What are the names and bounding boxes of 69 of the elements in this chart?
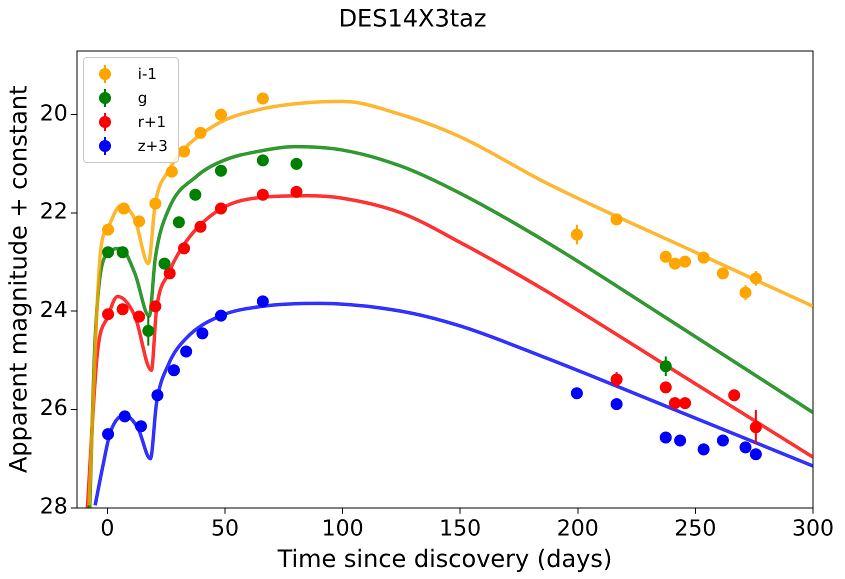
- point: [290, 158, 302, 170]
- point: [102, 246, 114, 258]
- point: [102, 224, 114, 236]
- point: [668, 258, 681, 270]
- point: [739, 441, 752, 454]
- x-tick-label: 300: [792, 516, 834, 542]
- point: [135, 420, 148, 432]
- point: [570, 387, 583, 400]
- point: [214, 108, 227, 121]
- point: [660, 381, 672, 394]
- point: [164, 267, 176, 280]
- point: [256, 92, 269, 104]
- x-tick-label: 250: [674, 516, 716, 542]
- point: [256, 295, 269, 308]
- y-tick-label: 24: [40, 298, 68, 323]
- point: [196, 327, 208, 340]
- point: [178, 146, 190, 158]
- point: [172, 216, 185, 228]
- point: [214, 310, 227, 322]
- legend-label: g: [138, 88, 148, 107]
- point: [133, 215, 146, 228]
- point: [668, 397, 681, 410]
- y-tick-label: 26: [40, 396, 68, 422]
- point: [102, 428, 114, 440]
- point: [214, 202, 227, 215]
- x-tick-label: 0: [100, 516, 114, 542]
- x-axis-title: Time since discovery (days): [276, 544, 612, 573]
- point: [133, 310, 146, 323]
- point: [102, 308, 114, 320]
- point: [158, 258, 171, 270]
- legend-label: i-1: [138, 64, 157, 83]
- point: [189, 188, 202, 201]
- point: [166, 166, 178, 178]
- y-tick-label: 20: [40, 101, 68, 126]
- point: [118, 202, 130, 215]
- point: [116, 303, 129, 316]
- point: [716, 434, 729, 446]
- chart-title: DES14X3taz: [338, 4, 486, 33]
- point: [214, 164, 227, 177]
- point: [168, 364, 180, 376]
- y-axis-title: Apparent magnitude + constant: [4, 86, 33, 474]
- point: [716, 267, 729, 280]
- point: [610, 398, 623, 410]
- point: [679, 256, 692, 268]
- x-tick-label: 100: [322, 516, 364, 542]
- legend-label: z+3: [138, 136, 168, 155]
- point: [660, 250, 672, 263]
- y-tick-label: 28: [40, 494, 68, 520]
- y-tick-label: 22: [40, 200, 68, 225]
- point: [674, 434, 686, 446]
- x-tick-label: 50: [210, 516, 239, 542]
- x-tick-label: 200: [556, 516, 599, 542]
- point: [116, 246, 129, 258]
- point: [290, 186, 302, 198]
- point: [256, 154, 269, 166]
- point: [118, 410, 131, 422]
- point: [256, 188, 269, 201]
- point: [178, 242, 190, 254]
- point: [149, 198, 162, 210]
- legend-label: r+1: [138, 112, 166, 131]
- point: [610, 213, 623, 226]
- point: [660, 432, 672, 444]
- point: [194, 220, 207, 233]
- point: [151, 389, 164, 402]
- point: [679, 397, 692, 410]
- point: [194, 126, 207, 139]
- point: [180, 346, 192, 358]
- x-tick-label: 150: [439, 516, 482, 542]
- point: [149, 300, 162, 312]
